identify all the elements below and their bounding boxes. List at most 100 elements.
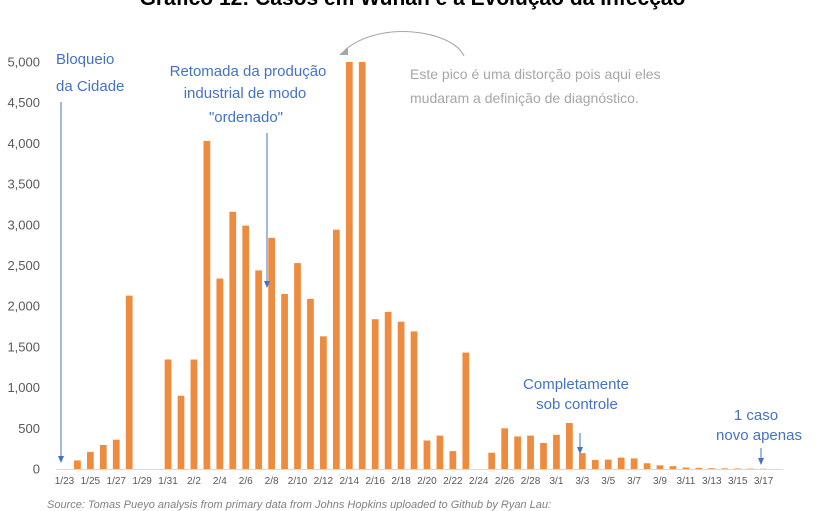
bar: [99, 444, 107, 469]
y-tick-label: 4,000: [7, 136, 40, 151]
x-tick-label: 1/23: [55, 476, 75, 487]
x-tick-label: 3/11: [677, 476, 696, 487]
bar: [281, 293, 288, 469]
bar: [747, 468, 754, 470]
bar: [125, 295, 133, 469]
annotation-controlled-line-2: sob controle: [536, 396, 618, 413]
y-tick-label: 3,000: [7, 217, 40, 232]
x-tick-label: 1/27: [107, 476, 127, 487]
y-tick-label: 3,500: [7, 177, 40, 192]
bar: [345, 62, 353, 469]
bar: [332, 229, 340, 469]
y-tick-label: 1,000: [7, 380, 40, 395]
bar: [449, 451, 457, 469]
bar: [255, 270, 263, 469]
bar: [630, 458, 638, 469]
y-tick-label: 5,000: [7, 55, 40, 70]
x-tick-label: 2/6: [239, 476, 253, 487]
bar: [268, 237, 275, 469]
bar: [384, 311, 392, 469]
bar: [294, 263, 301, 469]
annotation-production-line-3: "ordenado": [209, 109, 283, 126]
bar: [643, 463, 651, 469]
x-tick-label: 2/20: [417, 476, 437, 487]
x-tick-label: 2/12: [314, 476, 334, 487]
x-tick-label: 2/16: [365, 476, 385, 487]
annotation-production-arrowhead: [264, 281, 270, 288]
bar: [669, 466, 677, 469]
x-tick-label: 3/5: [601, 476, 615, 487]
bar: [74, 460, 81, 469]
annotation-lockdown: Bloqueio da Cidade: [56, 51, 124, 463]
annotation-production: Retomada da produção industrial de modo …: [170, 63, 326, 288]
bar: [177, 395, 185, 469]
bar: [307, 298, 314, 469]
bar: [190, 359, 198, 469]
bar: [112, 439, 120, 469]
bar: [358, 62, 366, 469]
bar: [682, 467, 690, 469]
x-tick-label: 2/18: [391, 476, 411, 487]
x-tick-label: 3/1: [549, 476, 563, 487]
x-tick-label: 1/31: [158, 476, 178, 487]
y-axis: 0 500 1,000 1,500 2,000 2,500 3,000 3,500 4,000 4…: [7, 55, 40, 477]
x-tick-label: 3/3: [575, 476, 589, 487]
bar: [410, 331, 418, 469]
bar: [501, 428, 509, 469]
annotation-production-line-2: industrial de modo: [184, 85, 307, 102]
y-tick-label: 4,500: [7, 95, 40, 110]
bar: [566, 423, 573, 469]
annotation-controlled-arrowhead: [577, 447, 583, 454]
bar: [708, 468, 716, 469]
x-tick-label: 3/9: [653, 476, 667, 487]
annotation-lockdown-arrowhead: [58, 456, 64, 463]
annotation-controlled: Completamente sob controle: [523, 376, 629, 454]
bar: [578, 453, 586, 469]
bar: [216, 278, 224, 469]
bar: [488, 452, 496, 469]
bar: [242, 225, 250, 469]
x-tick-label: 2/24: [469, 476, 489, 487]
x-tick-label: 2/28: [521, 476, 541, 487]
bar: [604, 459, 612, 469]
bar: [320, 336, 327, 469]
bar: [87, 451, 94, 469]
chart-title: Gráfico 12: Casos em Wuhan e a Evolução …: [0, 0, 825, 11]
annotation-one-case-line-2: novo apenas: [716, 427, 802, 444]
x-tick-label: 3/13: [702, 476, 722, 487]
x-tick-label: 1/25: [81, 476, 101, 487]
annotation-peak-curve: [344, 31, 465, 57]
bar: [436, 435, 444, 469]
bar: [721, 468, 729, 469]
x-tick-label: 3/17: [754, 476, 774, 487]
source-note: Source: Tomas Pueyo analysis from primar…: [47, 499, 552, 511]
annotation-one-case: 1 caso novo apenas: [716, 407, 802, 465]
bar: [656, 465, 664, 469]
bar: [423, 440, 431, 469]
annotation-peak-line-1: Este pico é uma distorção pois aqui eles: [410, 66, 661, 82]
bars: [74, 62, 780, 470]
y-tick-label: 2,500: [7, 258, 40, 273]
annotation-one-case-arrowhead: [758, 458, 764, 465]
bar: [514, 436, 521, 469]
y-tick-label: 500: [18, 421, 40, 436]
x-tick-label: 2/8: [265, 476, 279, 487]
bar: [617, 457, 625, 469]
annotation-peak-note: Este pico é uma distorção pois aqui eles…: [339, 31, 661, 106]
x-tick-label: 2/22: [443, 476, 463, 487]
bar: [229, 211, 237, 469]
bar: [371, 319, 379, 469]
annotation-peak-arrowhead: [339, 47, 348, 55]
annotation-controlled-line-1: Completamente: [523, 376, 629, 393]
x-tick-label: 2/14: [340, 476, 360, 487]
y-tick-label: 1,500: [7, 339, 40, 354]
bar: [462, 352, 470, 469]
annotation-lockdown-line-2: da Cidade: [56, 78, 124, 95]
annotation-one-case-line-1: 1 caso: [734, 407, 778, 424]
x-axis: 1/23 1/25 1/27 1/29 1/31 2/2 2/4 2/6 2/8 2/10 2/12…: [55, 476, 774, 487]
bar: [203, 140, 211, 469]
bar: [695, 467, 703, 469]
annotation-peak-line-2: mudaram a definição de diagnóstico.: [410, 90, 639, 106]
bar: [553, 434, 560, 469]
